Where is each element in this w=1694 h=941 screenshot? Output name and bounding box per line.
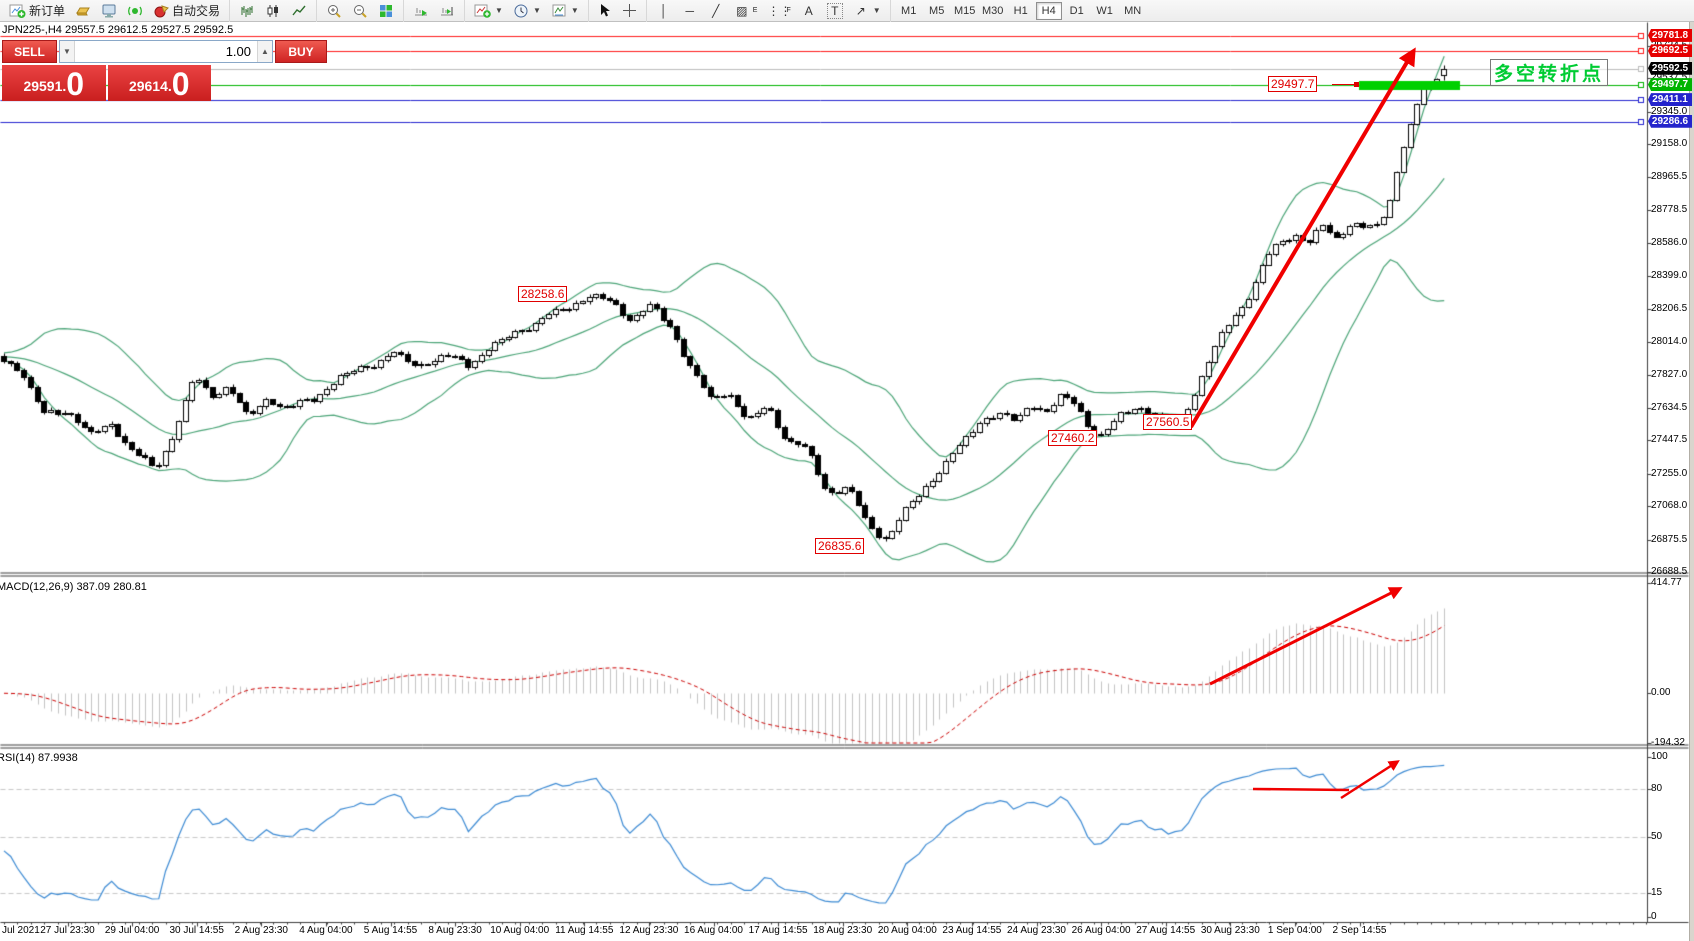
one-click-trading-panel: SELL ▼ ▲ BUY 29591.0 29614.0 bbox=[2, 40, 327, 102]
volume-input[interactable] bbox=[75, 41, 257, 62]
buy-price: 29614. bbox=[128, 78, 172, 94]
volume-increase-button[interactable]: ▲ bbox=[257, 41, 272, 62]
buy-button[interactable]: BUY bbox=[275, 40, 327, 63]
sell-button[interactable]: SELL bbox=[2, 40, 57, 63]
volume-decrease-button[interactable]: ▼ bbox=[60, 41, 75, 62]
buy-price-panel[interactable]: 29614. 0 bbox=[107, 65, 211, 102]
sell-price-panel[interactable]: 29591. 0 bbox=[2, 65, 106, 101]
buy-price-pips: 0 bbox=[171, 66, 190, 102]
sell-price: 29591. bbox=[23, 78, 67, 94]
volume-spinner: ▼ ▲ bbox=[59, 40, 273, 63]
sell-price-pips: 0 bbox=[66, 66, 85, 102]
